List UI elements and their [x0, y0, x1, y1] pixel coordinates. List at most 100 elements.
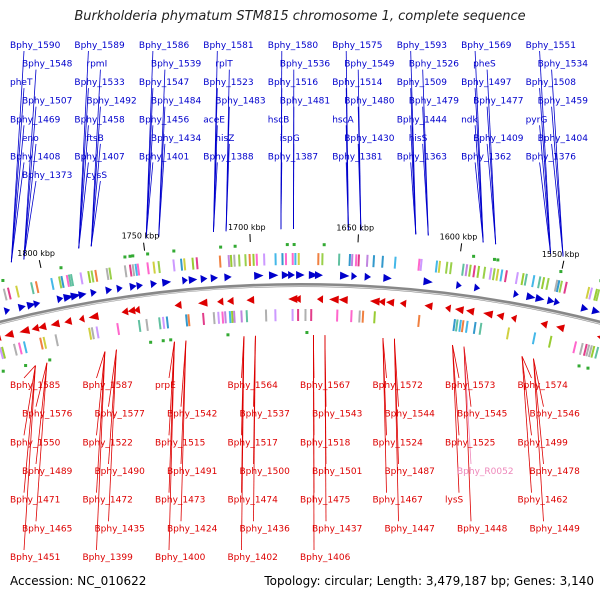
outer-feature-block [79, 272, 84, 285]
inner-feature-mark [1, 369, 5, 373]
forward-cds-arrow [423, 277, 433, 286]
forward-leader-line [158, 143, 166, 237]
forward-cds-arrow [351, 272, 358, 281]
reverse-cds-arrow [133, 305, 141, 314]
outer-feature-mark [172, 249, 176, 253]
inner-feature-block [90, 327, 95, 340]
outer-feature-block [365, 254, 369, 267]
reverse-gene-label: Bphy_1499 [518, 438, 569, 448]
forward-cds-arrow [296, 271, 305, 280]
outer-feature-mark [128, 254, 132, 258]
inner-feature-block [361, 310, 365, 323]
forward-gene-label: Bphy_1484 [151, 97, 202, 107]
outer-feature-block [183, 258, 187, 271]
forward-cds-arrow [224, 273, 232, 282]
inner-feature-block [224, 311, 227, 324]
reverse-leader-line [452, 344, 460, 379]
reverse-gene-label: Bphy_1501 [312, 467, 362, 477]
outer-feature-block [227, 254, 231, 268]
forward-gene-label: Bphy_1569 [461, 41, 512, 51]
forward-gene-label: rplT [215, 60, 233, 70]
outer-feature-block [172, 259, 176, 272]
inner-feature-ring [0, 308, 600, 373]
outer-feature-mark [492, 257, 496, 261]
reverse-gene-label: Bphy_1572 [373, 381, 423, 391]
kbp-tick-label: 1650 kbp [336, 223, 374, 232]
forward-gene-label: Bphy_1536 [280, 60, 331, 70]
forward-leader-line [10, 125, 25, 263]
forward-leader-line [23, 106, 37, 260]
forward-gene-label: Bphy_1593 [397, 41, 447, 51]
forward-gene-label: Bphy_1590 [10, 41, 61, 51]
forward-gene-label: Bphy_1407 [74, 152, 124, 162]
forward-cds-arrow [455, 281, 462, 289]
reverse-gene-label: prpE [155, 381, 176, 391]
outer-feature-block [495, 268, 500, 281]
reverse-leader-line [521, 356, 532, 379]
inner-feature-block [212, 312, 216, 325]
reverse-cds-arrow [50, 319, 61, 328]
reverse-gene-label: Bphy_1406 [300, 553, 351, 563]
outer-feature-block [134, 263, 139, 276]
reverse-gene-label: Bphy_1576 [22, 410, 73, 420]
outer-feature-block [540, 276, 546, 290]
forward-gene-label: Bphy_1575 [332, 41, 382, 51]
reverse-gene-label: Bphy_1518 [300, 438, 351, 448]
inner-feature-block [158, 317, 162, 330]
forward-cds-arrow [70, 292, 81, 301]
reverse-cds-arrow [64, 317, 73, 325]
forward-gene-label: Bphy_1409 [473, 134, 524, 144]
forward-gene-label: Bphy_1469 [10, 115, 61, 125]
forward-gene-label: pyrG [526, 115, 548, 125]
forward-leader-line [474, 125, 484, 243]
forward-gene-label: Bphy_1509 [397, 78, 448, 88]
forward-gene-label: Bphy_1516 [268, 78, 319, 88]
forward-cds-arrow [181, 276, 188, 285]
forward-cds-arrow [473, 283, 481, 292]
reverse-gene-label: lysS [445, 496, 464, 506]
forward-gene-label: pheT [10, 78, 33, 88]
outer-feature-block [381, 255, 384, 268]
inner-feature-block [582, 343, 588, 356]
forward-cds-arrow [200, 275, 208, 284]
reverse-leader-line [96, 351, 106, 493]
outer-feature-block [520, 273, 525, 286]
reverse-leader-lines [23, 335, 544, 551]
forward-leader-line [90, 106, 101, 247]
inner-feature-block [54, 334, 59, 347]
forward-leader-line [78, 162, 89, 249]
inner-feature-block [0, 347, 4, 360]
outer-feature-mark [146, 252, 150, 256]
chromosome-backbone-highlight [0, 285, 600, 325]
forward-gene-label: ftsB [86, 134, 103, 144]
forward-gene-label: Bphy_1539 [151, 60, 202, 70]
outer-feature-block [191, 257, 195, 270]
kbp-tick-label: 1600 kbp [440, 232, 478, 241]
forward-cds-arrow [580, 303, 589, 312]
outer-feature-block [90, 270, 95, 283]
forward-leader-line [78, 88, 89, 249]
forward-leader-line [486, 143, 497, 245]
inner-feature-block [217, 311, 221, 324]
inner-feature-block [350, 310, 353, 323]
forward-gene-label: hisS [409, 134, 428, 144]
reverse-gene-label: Bphy_1525 [445, 438, 495, 448]
forward-cds-arrow [3, 307, 11, 316]
inner-feature-block [240, 310, 243, 323]
inner-feature-block [22, 341, 28, 354]
outer-feature-mark [233, 244, 237, 248]
reverse-cds-arrow [246, 295, 255, 304]
forward-cds-arrow [546, 296, 555, 305]
inner-feature-block [505, 327, 511, 340]
outer-feature-block [558, 280, 563, 293]
forward-cds-arrow [535, 293, 545, 302]
reverse-gene-label: Bphy_1435 [95, 524, 145, 534]
forward-leader-line [90, 69, 101, 247]
reverse-gene-label: Bphy_1436 [240, 524, 291, 534]
forward-cds-arrow [150, 280, 158, 289]
reverse-leader-line [108, 349, 117, 522]
reverse-gene-label: Bphy_1489 [22, 467, 73, 477]
outer-feature-block [157, 260, 161, 274]
forward-gene-label: Bphy_1492 [86, 97, 136, 107]
outer-feature-block [152, 261, 156, 274]
